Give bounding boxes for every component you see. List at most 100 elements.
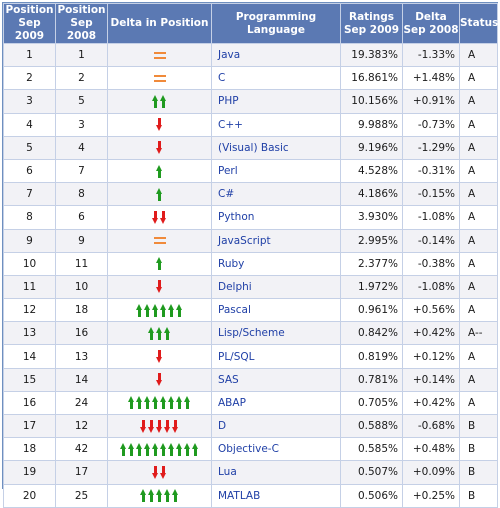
position-2009: 15 [3,367,56,392]
equal-icon [153,237,166,245]
position-2008: 17 [55,460,108,485]
status-value: B [459,483,498,508]
arrow-up-icon [128,396,135,410]
language-link[interactable]: Python [211,205,341,230]
arrow-up-icon [156,187,163,201]
position-2009: 12 [3,298,56,323]
language-link[interactable]: Perl [211,158,341,184]
arrow-up-icon [144,442,151,456]
arrow-up-icon [136,396,143,410]
arrow-up-icon [156,326,163,340]
rating-value: 0.781% [340,367,403,392]
delta-value: -0.73% [402,112,460,137]
delta-value: -1.29% [402,135,460,160]
table-row: 18 42 Objective-C 0.585% +0.48% B [3,437,498,462]
delta-position-indicator [107,228,212,253]
header-language: Programming Language [211,3,341,44]
delta-position-indicator [107,483,212,508]
arrow-down-icon [156,373,163,387]
position-2008: 24 [55,390,108,416]
position-2008: 3 [55,112,108,137]
arrow-up-icon [192,442,199,456]
status-value: B [459,413,498,439]
arrow-up-icon [148,489,155,503]
arrow-up-icon [140,489,147,503]
rating-value: 19.383% [340,42,403,68]
table-row: 17 12 D 0.588% -0.68% B [3,413,498,439]
table-row: 9 9 JavaScript 2.995% -0.14% A [3,228,498,253]
delta-position-indicator [107,205,212,230]
table-row: 11 10 Delphi 1.972% -1.08% A [3,274,498,300]
position-2009: 3 [3,89,56,114]
position-2008: 1 [55,42,108,68]
language-link[interactable]: Java [211,42,341,68]
rating-value: 0.842% [340,321,403,346]
position-2008: 9 [55,228,108,253]
status-value: A [459,228,498,253]
language-link[interactable]: MATLAB [211,483,341,508]
rating-value: 4.528% [340,158,403,184]
arrow-down-icon [152,465,159,479]
rating-value: 1.972% [340,274,403,300]
arrow-up-icon [152,94,159,108]
language-link[interactable]: C [211,66,341,91]
arrow-up-icon [160,94,167,108]
rating-value: 0.585% [340,437,403,462]
arrow-up-icon [168,396,175,410]
delta-position-indicator [107,66,212,91]
language-link[interactable]: D [211,413,341,439]
language-link[interactable]: C# [211,182,341,207]
arrow-up-icon [160,396,167,410]
delta-value: -1.08% [402,205,460,230]
language-link[interactable]: Lisp/Scheme [211,321,341,346]
language-link[interactable]: Delphi [211,274,341,300]
rating-value: 0.506% [340,483,403,508]
table-row: 7 8 C# 4.186% -0.15% A [3,182,498,207]
delta-value: -0.15% [402,182,460,207]
language-link[interactable]: SAS [211,367,341,392]
arrow-up-icon [136,303,143,317]
table-row: 12 18 Pascal 0.961% +0.56% A [3,298,498,323]
table-row: 2 2 C 16.861% +1.48% A [3,66,498,91]
language-link[interactable]: Objective-C [211,437,341,462]
language-link[interactable]: C++ [211,112,341,137]
rating-value: 10.156% [340,89,403,114]
language-link[interactable]: JavaScript [211,228,341,253]
header-position-2009: Position Sep 2009 [3,3,56,44]
position-2009: 2 [3,66,56,91]
rating-value: 0.819% [340,344,403,369]
delta-position-indicator [107,460,212,485]
header-ratings: Ratings Sep 2009 [340,3,403,44]
position-2009: 4 [3,112,56,137]
delta-value: +1.48% [402,66,460,91]
language-link[interactable]: Lua [211,460,341,485]
language-link[interactable]: Pascal [211,298,341,323]
rating-value: 9.196% [340,135,403,160]
arrow-up-icon [184,396,191,410]
position-2008: 4 [55,135,108,160]
delta-position-indicator [107,413,212,439]
rating-value: 16.861% [340,66,403,91]
language-link[interactable]: PHP [211,89,341,114]
table-row: 4 3 C++ 9.988% -0.73% A [3,112,498,137]
language-link[interactable]: PL/SQL [211,344,341,369]
delta-position-indicator [107,135,212,160]
arrow-down-icon [156,419,163,433]
language-link[interactable]: Ruby [211,251,341,276]
position-2009: 18 [3,437,56,462]
position-2009: 9 [3,228,56,253]
language-link[interactable]: (Visual) Basic [211,135,341,160]
delta-position-indicator [107,321,212,346]
arrow-up-icon [160,442,167,456]
status-value: A [459,298,498,323]
position-2008: 5 [55,89,108,114]
language-link[interactable]: ABAP [211,390,341,416]
delta-position-indicator [107,182,212,207]
position-2008: 6 [55,205,108,230]
table-body: 1 1 Java 19.383% -1.33% A 2 2 C 16.861% +1.48% A 3 5 P… [3,42,498,508]
position-2009: 20 [3,483,56,508]
delta-value: +0.12% [402,344,460,369]
position-2009: 17 [3,413,56,439]
delta-value: -0.68% [402,413,460,439]
arrow-down-icon [156,350,163,364]
